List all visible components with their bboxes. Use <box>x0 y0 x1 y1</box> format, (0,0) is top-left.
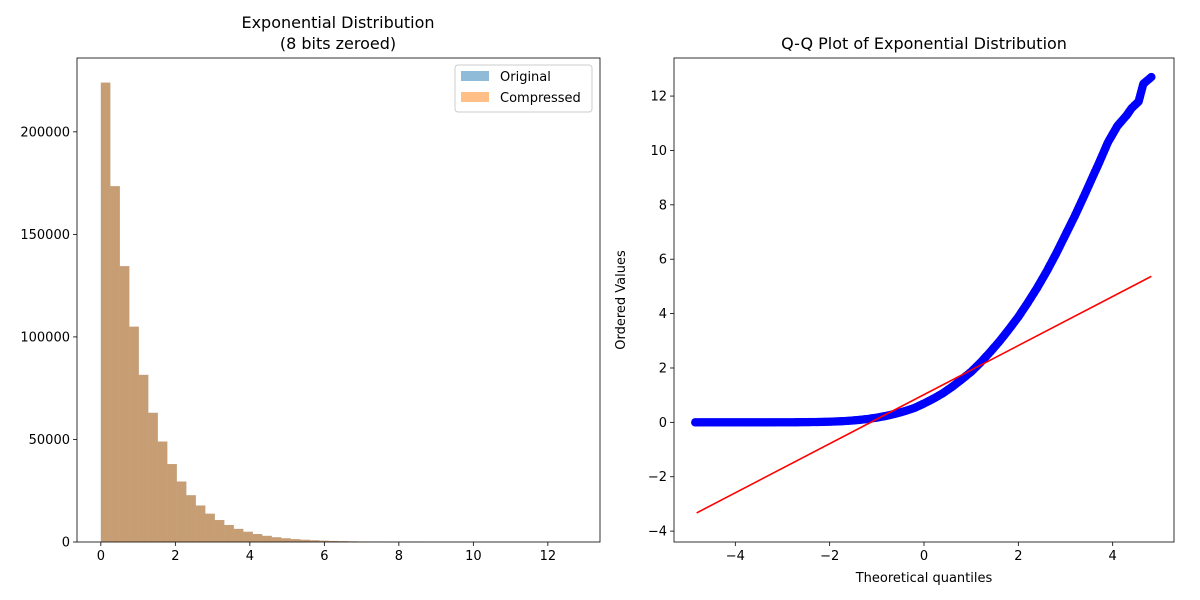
histogram-bar <box>186 495 196 542</box>
x-tick-label: 2 <box>1014 549 1022 564</box>
histogram-plot-frame <box>76 57 601 543</box>
histogram-bar <box>328 540 339 542</box>
x-tick-label: 4 <box>1109 549 1117 564</box>
x-tick-label: 12 <box>540 549 557 564</box>
legend-frame <box>454 64 593 113</box>
histogram-bar <box>100 82 111 542</box>
histogram-bar <box>205 513 215 542</box>
legend-label: Original <box>500 70 551 85</box>
y-tick-label: 6 <box>659 253 667 268</box>
histogram-bars <box>100 82 576 542</box>
histogram-bar <box>271 537 282 542</box>
histogram-bar <box>167 464 177 542</box>
y-tick-label: 200000 <box>20 125 70 140</box>
histogram-bar <box>119 266 130 542</box>
qq-title: Q-Q Plot of Exponential Distribution <box>781 34 1067 53</box>
histogram-bar <box>214 520 225 542</box>
x-tick-label: 6 <box>320 549 328 564</box>
qq-y-axis-label: Ordered Values <box>614 250 629 350</box>
x-tick-label: 8 <box>395 549 403 564</box>
histogram-bar <box>309 540 320 542</box>
histogram-bar <box>148 412 158 542</box>
legend-swatch <box>461 92 489 102</box>
y-tick-label: 8 <box>659 198 667 213</box>
histogram-bar <box>195 505 206 542</box>
x-tick-label: 0 <box>97 549 105 564</box>
qq-marks <box>691 72 1156 514</box>
histogram-bar <box>129 326 139 542</box>
x-tick-label: 10 <box>465 549 482 564</box>
histogram-bar <box>281 538 291 542</box>
histogram-bar <box>262 535 272 542</box>
qq-x-axis-label: Theoretical quantiles <box>855 571 993 586</box>
histogram-bar <box>290 539 301 542</box>
y-tick-label: −4 <box>648 525 667 540</box>
histogram-axes: 0 2 4 6 8 10 12 0 50000 100000 150000 200000 <box>20 57 601 564</box>
x-tick-label: −4 <box>726 549 745 564</box>
histogram-bar <box>176 481 187 542</box>
y-tick-label: 4 <box>659 307 667 322</box>
histogram-bar <box>300 539 310 542</box>
qq-plot-panel: Q-Q Plot of Exponential Distribution −4−… <box>614 34 1175 586</box>
legend-swatch <box>461 71 489 81</box>
histogram-bar <box>110 186 120 542</box>
y-tick-label: 2 <box>659 361 667 376</box>
histogram-bar <box>224 524 234 542</box>
y-tick-label: 100000 <box>20 330 70 345</box>
histogram-bar <box>233 528 244 542</box>
histogram-bar <box>138 374 149 542</box>
qq-axes: −4 −2 0 2 4 −4 −2 0 2 4 6 8 10 12 <box>648 57 1175 564</box>
y-tick-label: −2 <box>648 470 667 485</box>
y-tick-label: 50000 <box>29 433 70 448</box>
histogram-bar <box>319 540 329 542</box>
x-tick-label: 2 <box>171 549 179 564</box>
x-tick-label: 4 <box>246 549 254 564</box>
legend-label: Compressed <box>500 91 581 106</box>
histogram-title-line-2: (8 bits zeroed) <box>280 34 396 53</box>
histogram-title-line-1: Exponential Distribution <box>241 13 434 32</box>
y-tick-label: 0 <box>62 536 70 551</box>
histogram-bar <box>157 441 168 542</box>
qq-reference-line <box>696 275 1152 514</box>
histogram-legend: Original Compressed <box>454 64 593 113</box>
histogram-bar <box>338 541 348 542</box>
y-tick-label: 150000 <box>20 228 70 243</box>
y-tick-label: 10 <box>650 144 667 159</box>
y-tick-label: 12 <box>650 90 667 105</box>
qq-point <box>1147 72 1156 82</box>
x-tick-label: −2 <box>820 549 839 564</box>
x-tick-label: 0 <box>920 549 928 564</box>
histogram-bar <box>252 534 263 542</box>
y-tick-label: 0 <box>659 416 667 431</box>
histogram-panel: Exponential Distribution (8 bits zeroed)… <box>20 13 601 564</box>
histogram-bar <box>243 531 253 542</box>
